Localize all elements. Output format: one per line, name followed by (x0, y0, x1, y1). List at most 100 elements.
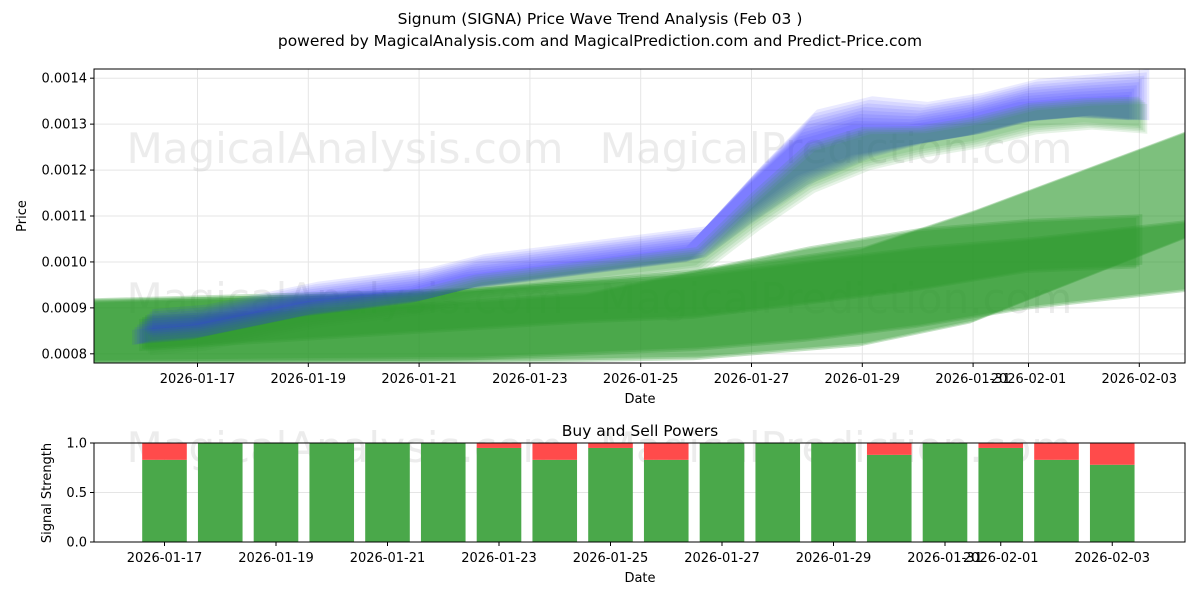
price-x-tick-label: 2026-01-17 (160, 372, 236, 387)
power-x-tick-label: 2026-01-17 (127, 551, 203, 566)
price-y-tick-label: 0.0008 (42, 347, 88, 362)
trend-band-3 (139, 217, 1137, 352)
power-y-axis-label: Signal Strength (40, 443, 55, 543)
buy-bar (643, 459, 689, 542)
power-plot-frame (93, 442, 1186, 543)
sell-bar (866, 443, 912, 455)
price-y-tick-label: 0.0012 (42, 164, 88, 179)
price-x-tick-label: 2026-01-31 (935, 372, 1011, 387)
price-grid (94, 69, 1185, 363)
price-wave-green-band (150, 103, 1148, 356)
power-x-tick-label: 2026-01-27 (684, 551, 760, 566)
power-chart-title: Buy and Sell Powers (562, 422, 719, 440)
price-watermarks: MagicalAnalysis.com MagicalPrediction.co… (127, 124, 1073, 323)
power-panel: MagicalAnalysis.com MagicalPrediction.co… (40, 422, 1186, 586)
price-wave-band (134, 91, 1132, 345)
buy-bar (866, 454, 912, 542)
power-y-tick-label: 1.0 (66, 437, 87, 452)
power-axis-ticks: 2026-01-17 2026-01-19 2026-01-21 2026-01-23… (66, 437, 1150, 567)
power-x-tick-label: 2026-01-23 (461, 551, 537, 566)
price-wave-band (152, 69, 1150, 340)
power-x-tick-label: 2026-01-31 (907, 551, 983, 566)
power-bars (142, 443, 1135, 542)
price-x-tick-label: 2026-01-27 (714, 372, 790, 387)
price-y-tick-label: 0.0011 (42, 210, 88, 225)
buy-bar (309, 443, 355, 542)
trend-band-2 (94, 223, 1185, 363)
sell-bar (588, 443, 633, 448)
power-x-tick-label: 2026-01-21 (350, 551, 426, 566)
price-x-tick-label: 2026-01-21 (381, 372, 457, 387)
buy-bar (699, 443, 745, 542)
watermark-analysis: MagicalAnalysis.com (127, 274, 564, 323)
sell-bar (978, 443, 1024, 448)
price-y-tick-label: 0.0010 (42, 255, 88, 270)
power-x-axis-label: Date (624, 571, 655, 586)
power-x-tick-label: 2026-01-25 (573, 551, 649, 566)
price-wave-band (144, 78, 1142, 342)
trend-band-1 (94, 131, 1185, 362)
buy-bar (922, 443, 968, 542)
price-axis-ticks: 2026-01-17 2026-01-19 2026-01-21 2026-01-23… (42, 72, 1178, 387)
price-x-tick-label: 2026-02-01 (991, 372, 1067, 387)
power-x-tick-label: 2026-01-29 (796, 551, 872, 566)
price-y-tick-label: 0.0009 (42, 301, 88, 316)
price-x-tick-label: 2026-01-19 (271, 372, 347, 387)
power-x-tick-label: 2026-01-19 (238, 551, 314, 566)
sell-bar (142, 443, 187, 460)
price-wave-band (142, 82, 1140, 343)
price-plot-frame (93, 68, 1186, 364)
watermark-analysis: MagicalAnalysis.com (127, 124, 564, 173)
price-y-tick-label: 0.0013 (42, 118, 88, 133)
trend-band-2 (94, 220, 1185, 361)
buy-bar (811, 443, 856, 542)
price-x-tick-label: 2026-01-25 (603, 372, 679, 387)
sell-bar (1034, 443, 1079, 460)
trend-band-1 (94, 132, 1185, 363)
price-y-axis-label: Price (15, 200, 30, 232)
trend-band-3 (142, 216, 1140, 350)
sell-bar (643, 443, 689, 460)
buy-bar (978, 447, 1024, 542)
buy-bar (197, 443, 243, 542)
price-x-axis-label: Date (624, 392, 655, 407)
buy-bar (253, 443, 299, 542)
buy-bar (588, 447, 633, 542)
trend-band-3 (145, 214, 1143, 348)
price-wave-green-band (146, 100, 1144, 352)
price-wave-band (137, 88, 1135, 344)
sell-bar (1089, 443, 1135, 465)
power-y-tick-label: 0.0 (66, 536, 87, 551)
buy-bar (142, 459, 187, 542)
price-wave-green-band (144, 98, 1142, 350)
price-wave-band (149, 72, 1147, 341)
buy-bar (755, 443, 801, 542)
buy-bar (420, 443, 466, 542)
buy-bar (1089, 464, 1135, 542)
buy-bar (1034, 459, 1079, 542)
price-panel: MagicalAnalysis.com MagicalPrediction.co… (15, 68, 1186, 407)
power-x-tick-label: 2026-02-03 (1074, 551, 1150, 566)
buy-bar (476, 447, 522, 542)
watermark-prediction: MagicalPrediction.com (600, 274, 1073, 323)
trend-band-1 (94, 133, 1185, 363)
power-y-tick-label: 0.5 (66, 486, 87, 501)
price-bands (94, 69, 1185, 363)
price-wave-green-band (142, 96, 1140, 348)
price-x-tick-label: 2026-01-29 (825, 372, 901, 387)
chart-title: Signum (SIGNA) Price Wave Trend Analysis… (397, 10, 803, 28)
price-clip-group (94, 69, 1185, 363)
sell-bar (532, 443, 578, 460)
price-y-tick-label: 0.0014 (42, 72, 88, 87)
price-wave-band (139, 85, 1137, 343)
trend-band-2 (94, 221, 1185, 362)
buy-bar (365, 443, 410, 542)
watermark-prediction: MagicalPrediction.com (600, 124, 1073, 173)
power-x-tick-label: 2026-02-01 (963, 551, 1039, 566)
price-wave-green-band (148, 102, 1146, 354)
chart-subtitle: powered by MagicalAnalysis.com and Magic… (277, 32, 923, 50)
sell-bar (476, 443, 522, 448)
price-x-tick-label: 2026-02-03 (1102, 372, 1178, 387)
